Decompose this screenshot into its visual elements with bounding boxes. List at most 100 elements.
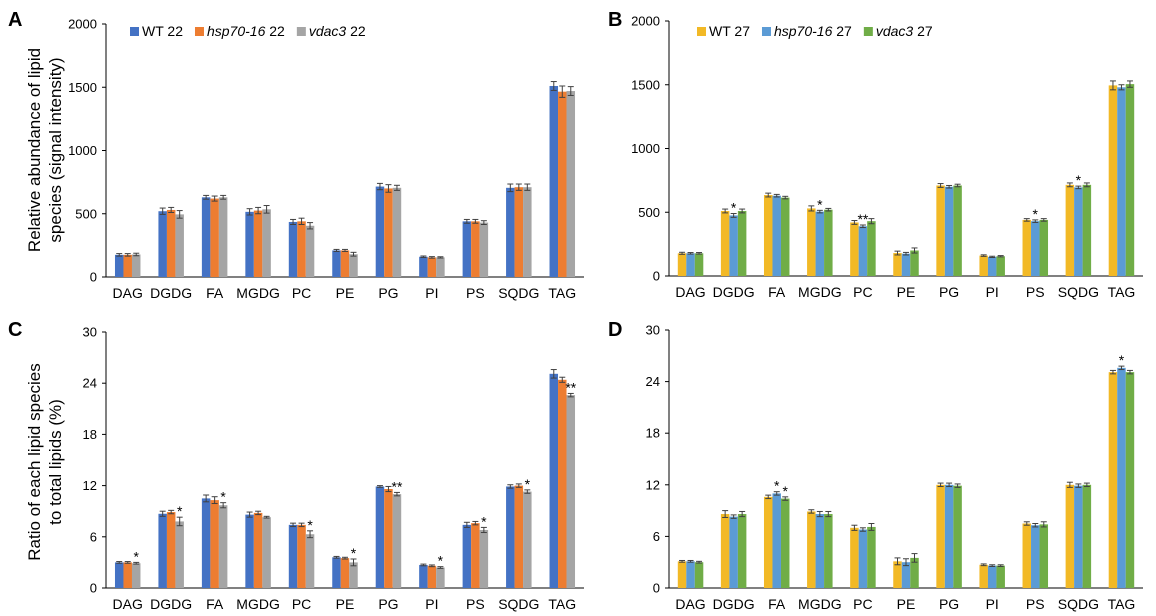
bar xyxy=(123,254,132,277)
bar xyxy=(858,226,868,276)
bar xyxy=(944,484,954,588)
bar xyxy=(1039,219,1049,276)
bar xyxy=(340,558,350,588)
legend-swatch xyxy=(296,27,306,36)
bar xyxy=(375,486,385,588)
significance-star: * xyxy=(1119,352,1125,368)
panel-letter: C xyxy=(8,319,22,341)
y-axis-title-line: Relative abundance of lipid xyxy=(25,48,44,252)
x-tick-label: DGDG xyxy=(150,285,192,301)
bar xyxy=(436,257,445,277)
bar xyxy=(566,395,576,588)
bar xyxy=(1074,187,1083,276)
legend-entry-name: hsp70-16 xyxy=(774,23,833,39)
x-tick-label: FA xyxy=(206,285,224,301)
bar xyxy=(901,562,911,588)
bar xyxy=(514,187,524,277)
bar xyxy=(763,195,773,276)
x-tick-label: PE xyxy=(336,596,355,612)
x-tick-label: PI xyxy=(425,285,438,301)
bar xyxy=(858,529,868,588)
bar xyxy=(210,500,219,588)
bar xyxy=(506,187,515,277)
significance-star: * xyxy=(438,553,444,569)
significance-star: ** xyxy=(857,211,868,227)
bar xyxy=(686,253,695,276)
bar xyxy=(893,561,902,588)
bar xyxy=(332,250,341,277)
y-tick-label: 6 xyxy=(653,529,660,544)
x-tick-label: TAG xyxy=(548,596,576,612)
x-tick-label: PG xyxy=(378,285,398,301)
significance-star: * xyxy=(307,517,313,533)
bar xyxy=(824,209,833,276)
y-tick-label: 6 xyxy=(90,529,97,544)
significance-star: * xyxy=(220,489,226,505)
bar xyxy=(694,562,704,588)
x-tick-label: SQDG xyxy=(498,596,539,612)
bar xyxy=(288,524,298,588)
x-tick-label: PI xyxy=(986,596,999,612)
x-tick-label: PS xyxy=(1026,596,1045,612)
x-tick-label: PG xyxy=(378,596,398,612)
x-tick-label: TAG xyxy=(1108,284,1136,300)
bar xyxy=(305,225,315,277)
bar xyxy=(462,524,472,588)
x-tick-label: DGDG xyxy=(713,284,755,300)
bar xyxy=(763,496,773,588)
bar xyxy=(288,221,298,277)
x-tick-label: SQDG xyxy=(1058,284,1099,300)
bar xyxy=(114,562,124,588)
y-tick-label: 1000 xyxy=(631,141,660,156)
panel-letter: B xyxy=(608,9,622,31)
y-axis-title-line: species (signal intensity) xyxy=(46,57,65,242)
y-tick-label: 1500 xyxy=(68,80,97,95)
bar xyxy=(867,221,876,276)
y-tick-label: 24 xyxy=(83,376,97,391)
x-tick-label: PS xyxy=(466,596,485,612)
bar xyxy=(210,198,219,277)
bar xyxy=(807,208,816,276)
bar xyxy=(780,498,790,588)
legend-entry-temp: 27 xyxy=(731,23,751,39)
x-tick-label: PC xyxy=(853,596,872,612)
x-tick-label: DGDG xyxy=(713,596,755,612)
bar xyxy=(392,187,402,277)
x-tick-label: SQDG xyxy=(1058,596,1099,612)
bar xyxy=(245,211,254,277)
bar xyxy=(175,521,184,588)
bar xyxy=(349,254,358,277)
bar xyxy=(131,563,141,588)
bar xyxy=(737,514,747,588)
bar xyxy=(297,524,306,588)
bar xyxy=(772,195,781,276)
x-tick-label: PS xyxy=(1026,284,1045,300)
bar xyxy=(780,197,790,276)
bar xyxy=(936,484,945,588)
x-tick-label: FA xyxy=(206,596,224,612)
significance-star: * xyxy=(1076,172,1082,188)
bar xyxy=(1108,372,1118,588)
x-tick-label: MGDG xyxy=(798,596,842,612)
x-tick-label: PC xyxy=(292,285,311,301)
significance-star: * xyxy=(1033,206,1039,222)
legend-swatch xyxy=(130,27,139,36)
bar xyxy=(479,222,489,277)
bar xyxy=(158,513,167,588)
bar xyxy=(419,564,428,588)
y-tick-label: 18 xyxy=(83,427,97,442)
bar xyxy=(910,557,919,588)
y-tick-label: 18 xyxy=(646,426,660,441)
bar xyxy=(253,210,263,277)
bar xyxy=(729,516,738,588)
bar xyxy=(850,527,859,588)
bar xyxy=(523,187,532,277)
bar xyxy=(166,209,176,277)
x-tick-label: PI xyxy=(986,284,999,300)
bar xyxy=(158,211,167,277)
legend-entry: hsp70-16 27 xyxy=(774,23,852,39)
significance-star: * xyxy=(481,513,487,529)
